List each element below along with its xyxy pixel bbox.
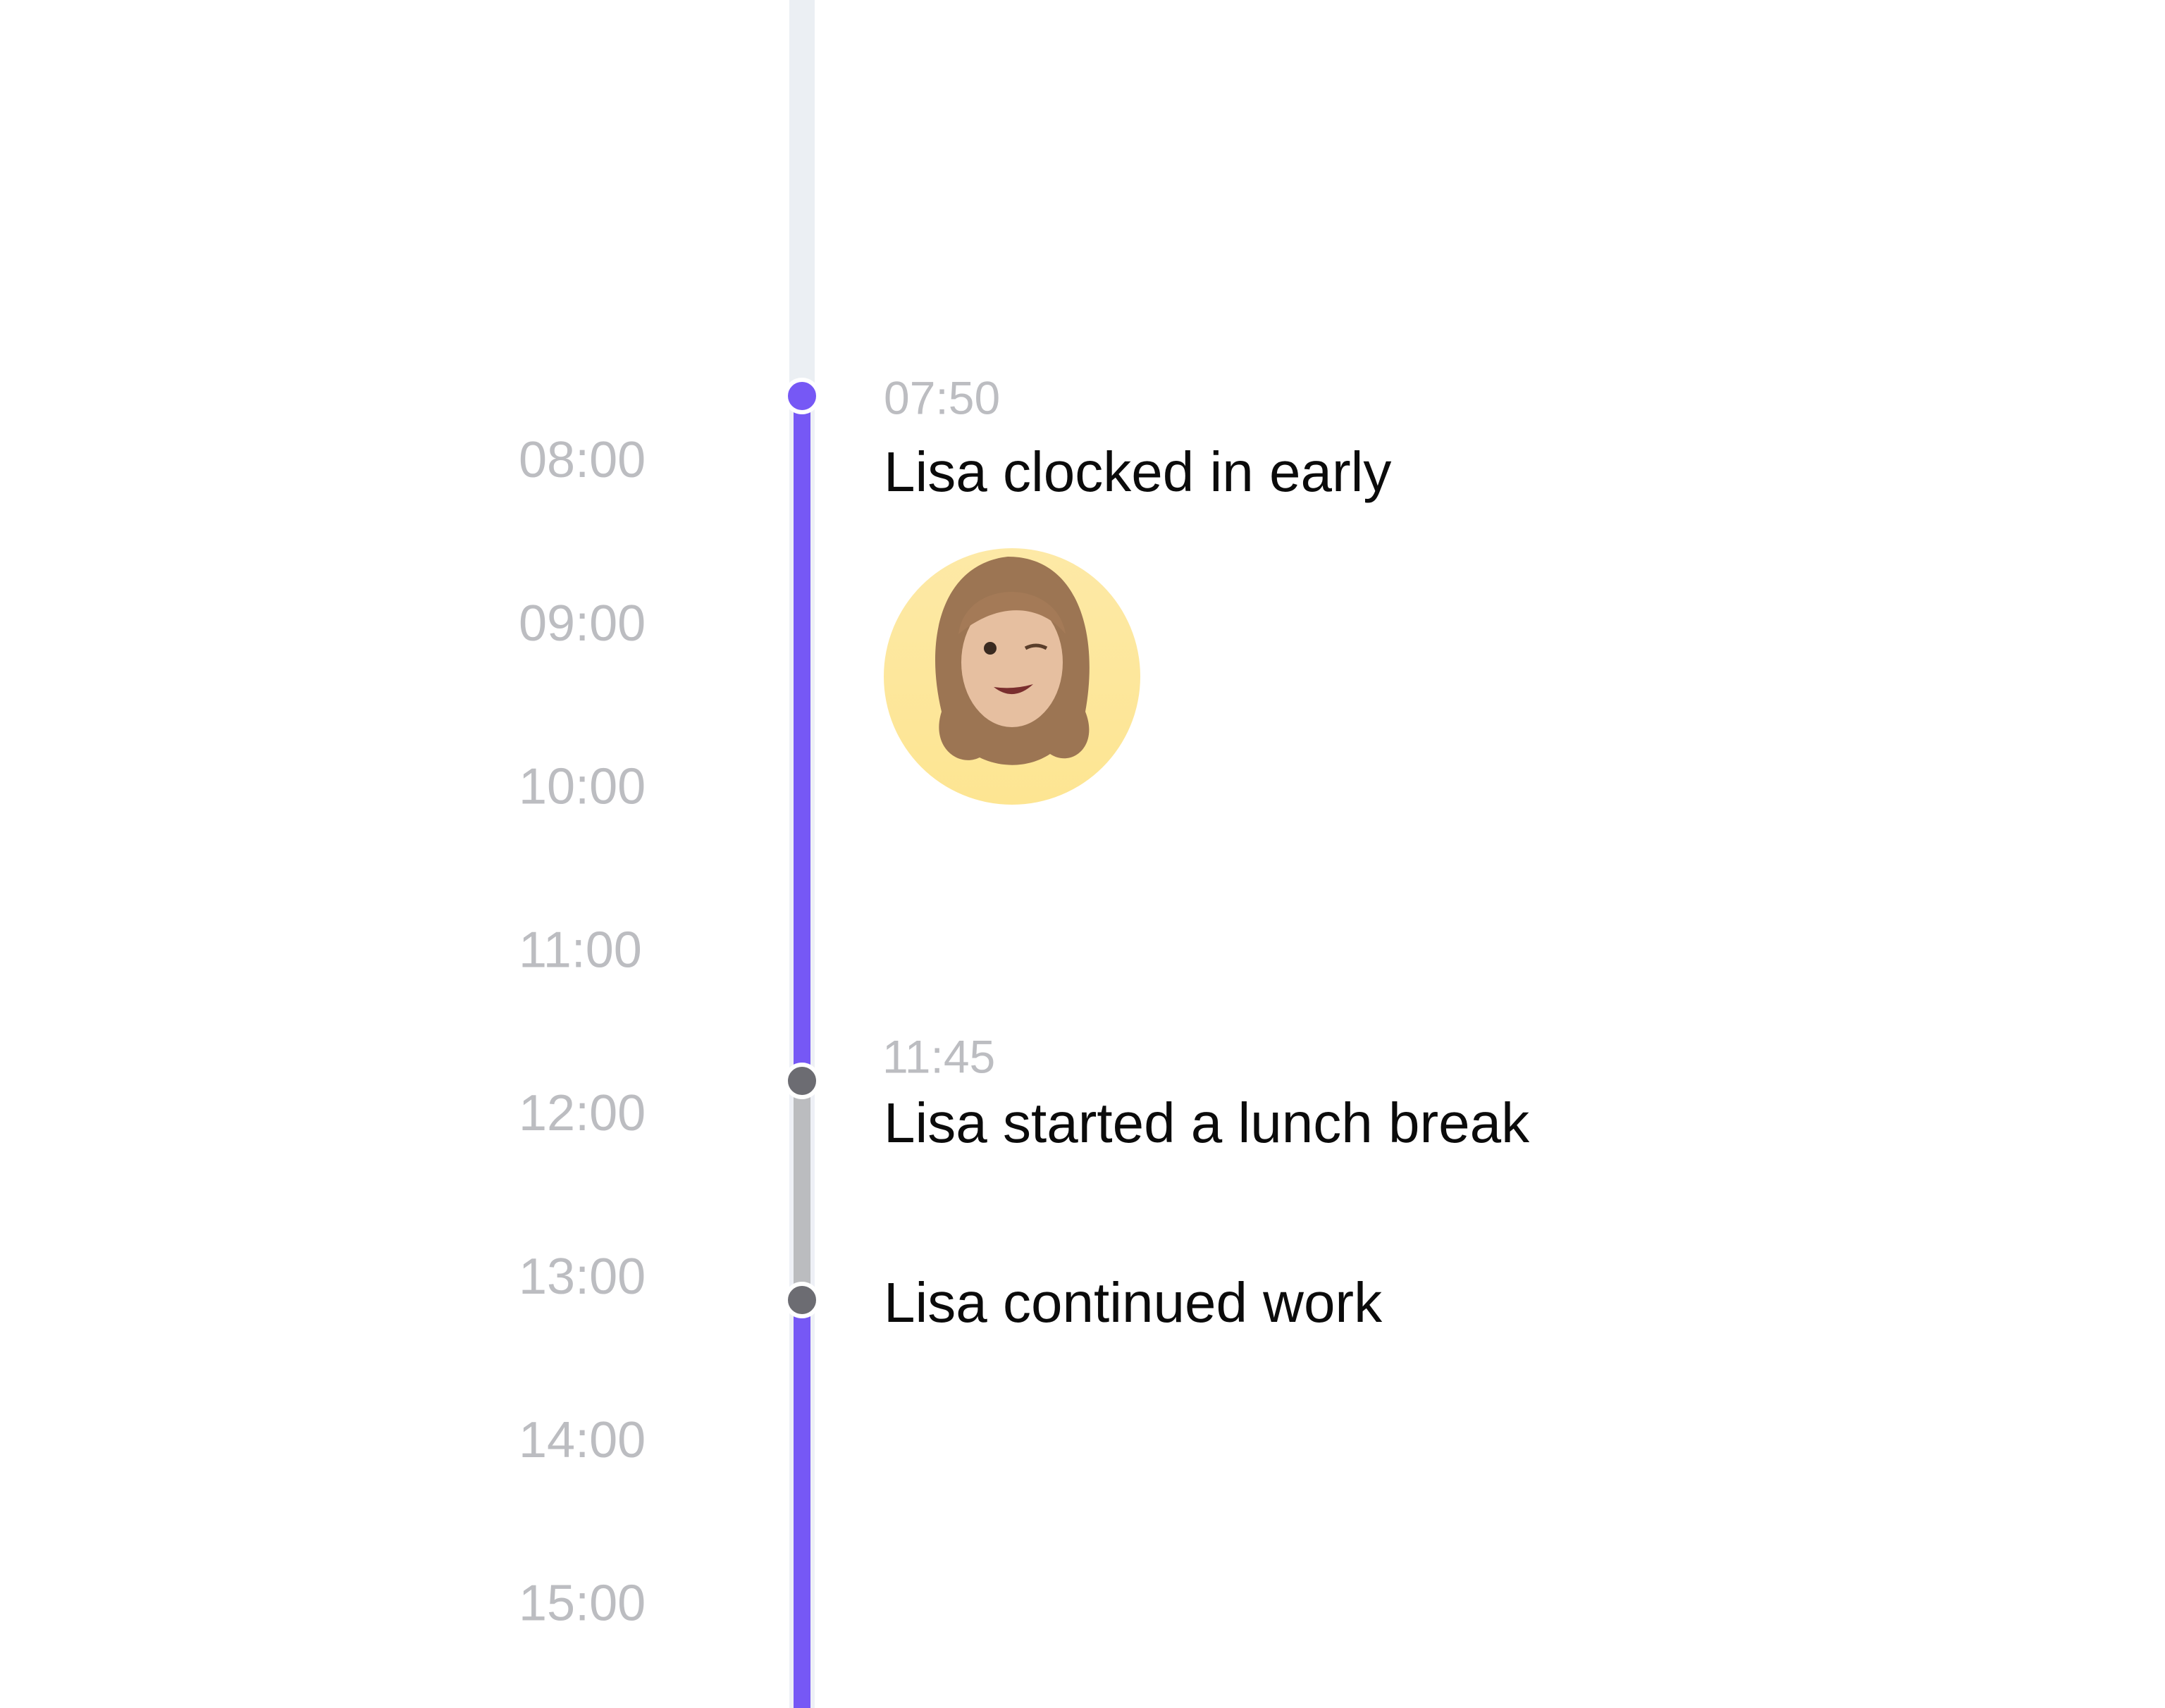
hour-label: 11:00 xyxy=(519,922,642,978)
track-work xyxy=(794,396,810,1081)
event-dot xyxy=(784,1282,820,1318)
hour-labels: 08:00 09:00 10:00 11:00 12:00 13:00 14:00 15:00 xyxy=(519,432,646,1632)
event-title: Lisa started a lunch break xyxy=(884,1091,1530,1154)
track-work xyxy=(794,1300,810,1708)
track-break xyxy=(794,1081,810,1300)
event-dot xyxy=(784,1063,820,1099)
hour-label: 14:00 xyxy=(519,1412,646,1468)
hour-label: 13:00 xyxy=(519,1249,646,1305)
hour-label: 08:00 xyxy=(519,432,646,488)
hour-label: 10:00 xyxy=(519,759,646,815)
event-time: 11:45 xyxy=(882,1030,995,1082)
hour-label: 09:00 xyxy=(519,595,646,652)
avatar xyxy=(884,548,1140,805)
track-future xyxy=(789,0,815,396)
hour-label: 12:00 xyxy=(519,1085,646,1141)
event-dot xyxy=(784,378,820,414)
event-time: 07:50 xyxy=(884,371,1000,423)
hour-label: 15:00 xyxy=(519,1576,646,1632)
event-title: Lisa continued work xyxy=(884,1271,1383,1334)
event-title: Lisa clocked in early xyxy=(884,440,1391,503)
